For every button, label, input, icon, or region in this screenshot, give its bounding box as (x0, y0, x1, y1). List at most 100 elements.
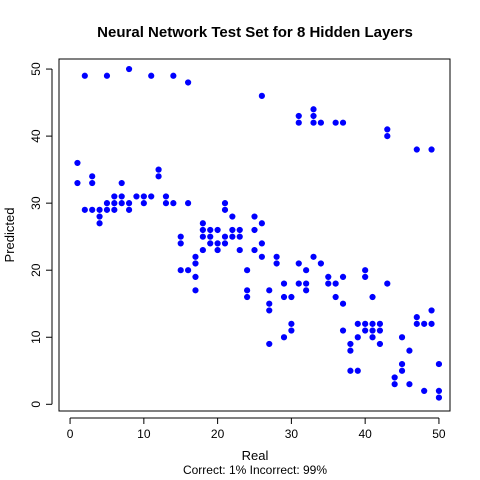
data-point (111, 200, 118, 207)
data-point (111, 206, 118, 213)
data-point (406, 347, 413, 354)
x-tick-label: 0 (67, 427, 74, 441)
data-point (376, 340, 384, 348)
data-point (413, 320, 420, 327)
data-point (266, 340, 273, 348)
data-point (354, 367, 361, 374)
data-point (406, 381, 413, 388)
data-point (199, 233, 206, 240)
data-point (339, 327, 347, 334)
data-point (96, 220, 103, 227)
data-point (332, 293, 339, 301)
data-point (384, 133, 391, 140)
data-point (185, 200, 192, 207)
data-point (251, 246, 258, 254)
data-point (133, 193, 140, 200)
data-point (310, 106, 317, 113)
data-point (192, 287, 199, 294)
data-point (288, 320, 295, 327)
data-point (303, 287, 310, 294)
data-point (192, 273, 199, 281)
data-point (244, 287, 251, 294)
data-point (118, 193, 125, 200)
data-point (398, 334, 406, 341)
data-point (258, 220, 265, 227)
data-point (81, 72, 88, 79)
data-point (140, 193, 147, 200)
y-axis: 0 10 20 30 40 50 (29, 62, 53, 408)
x-tick-label: 10 (137, 427, 151, 441)
data-point (362, 327, 369, 334)
x-tick-label: 40 (358, 427, 372, 441)
data-point (325, 273, 332, 281)
data-point (207, 226, 214, 234)
data-point (288, 327, 295, 334)
data-point (125, 200, 133, 207)
chart-subtitle: Correct: 1% Incorrect: 99% (183, 463, 327, 477)
data-point (273, 253, 280, 260)
data-point (428, 146, 435, 153)
data-point (339, 119, 347, 126)
data-point (317, 119, 324, 126)
data-point (266, 307, 273, 314)
data-point (391, 374, 398, 381)
data-point (339, 300, 347, 307)
data-point (96, 213, 103, 220)
data-point (421, 320, 428, 327)
data-point (236, 246, 243, 254)
data-point (258, 240, 265, 247)
data-point (229, 213, 236, 220)
data-point (221, 200, 229, 207)
data-point (295, 260, 302, 267)
data-points (74, 65, 443, 401)
data-point (81, 206, 88, 213)
data-point (325, 280, 332, 287)
data-point (207, 233, 214, 240)
data-point (369, 327, 376, 334)
data-point (148, 193, 155, 200)
data-point (221, 206, 229, 213)
data-point (280, 280, 288, 287)
data-point (376, 327, 384, 334)
y-tick-label: 10 (29, 330, 43, 344)
data-point (339, 273, 347, 281)
y-axis-title: Predicted (2, 208, 17, 263)
data-point (229, 233, 236, 240)
data-point (310, 119, 317, 126)
data-point (214, 240, 221, 247)
data-point (435, 360, 443, 368)
data-point (74, 179, 81, 187)
data-point (266, 287, 273, 294)
data-point (103, 200, 111, 207)
data-point (421, 387, 428, 394)
x-tick-label: 30 (285, 427, 299, 441)
data-point (244, 293, 251, 301)
data-point (258, 253, 265, 260)
data-point (362, 273, 369, 281)
data-point (125, 65, 133, 73)
data-point (428, 307, 435, 314)
data-point (199, 226, 206, 234)
data-point (391, 381, 398, 388)
data-point (192, 260, 199, 267)
data-point (118, 179, 125, 187)
data-point (103, 206, 111, 213)
x-axis: 0 10 20 30 40 50 (67, 417, 446, 441)
data-point (317, 260, 324, 267)
data-point (148, 72, 155, 79)
data-point (170, 72, 177, 79)
data-point (398, 367, 406, 374)
data-point (111, 193, 118, 200)
data-point (192, 253, 199, 260)
x-axis-title: Real (242, 448, 269, 463)
data-point (295, 112, 302, 120)
data-point (266, 300, 273, 307)
data-point (89, 173, 96, 180)
y-tick-label: 20 (29, 263, 43, 277)
data-point (280, 334, 288, 341)
data-point (170, 200, 177, 207)
data-point (89, 206, 96, 213)
data-point (258, 92, 265, 99)
data-point (89, 179, 96, 187)
